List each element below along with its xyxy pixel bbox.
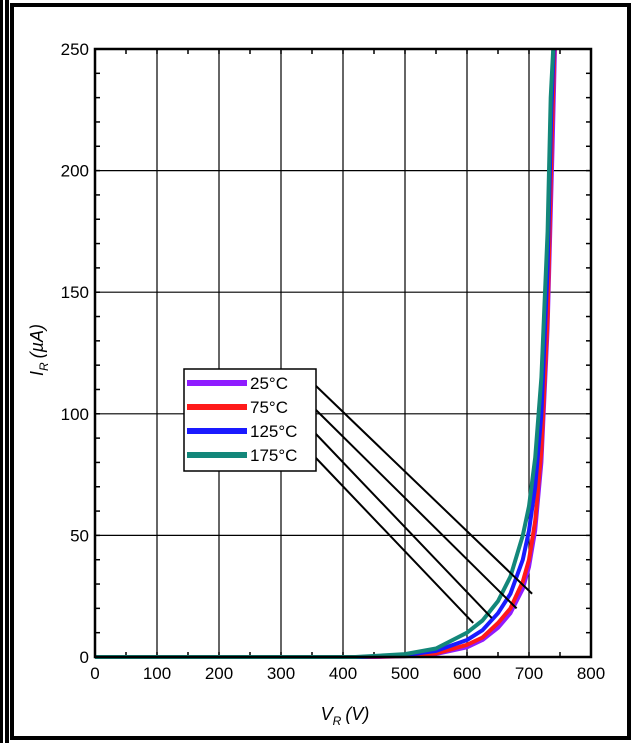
x-tick-label: 600 <box>453 664 481 683</box>
y-axis-title-unit: (µA) <box>27 324 47 358</box>
y-tick-label: 200 <box>61 162 89 181</box>
x-tick-label: 0 <box>90 664 99 683</box>
legend-pointer-layer <box>314 384 533 624</box>
x-axis-title-unit: (V) <box>345 704 369 724</box>
frame-border <box>10 3 631 740</box>
axis-layer <box>93 47 593 659</box>
y-axis-title: IR (µA) <box>27 324 51 376</box>
frame-left-gap <box>3 0 5 743</box>
legend-label: 175°C <box>250 446 297 465</box>
y-tick-label: 0 <box>80 648 89 667</box>
legend-label: 125°C <box>250 422 297 441</box>
series-line <box>95 48 557 659</box>
x-axis-title-sub: R <box>333 714 342 728</box>
x-tick-label: 100 <box>143 664 171 683</box>
legend-pointer-line <box>314 432 493 619</box>
x-tick-label: 200 <box>205 664 233 683</box>
y-axis-title-sub: R <box>37 362 51 371</box>
series-layer <box>95 48 557 659</box>
legend: 25°C 75°C 125°C 175°C <box>183 368 317 472</box>
x-tick-label: 800 <box>577 664 605 683</box>
series-line <box>95 48 557 659</box>
x-tick-label: 700 <box>515 664 543 683</box>
y-axis-title-group: IR (µA) <box>27 324 51 376</box>
y-tick-label: 150 <box>61 283 89 302</box>
x-axis-title-main: V <box>321 704 335 724</box>
tick-label-layer: 0 100 200 300 400 500 600 700 800 0 50 100 150 200 250 <box>61 40 606 683</box>
legend-label: 75°C <box>250 398 288 417</box>
y-tick-label: 100 <box>61 405 89 424</box>
legend-label: 25°C <box>250 374 288 393</box>
x-tick-label: 500 <box>391 664 419 683</box>
x-axis-title: VR (V) <box>321 704 370 728</box>
legend-pointer-line <box>314 384 533 595</box>
x-tick-label: 300 <box>267 664 295 683</box>
plot-frame <box>93 47 593 659</box>
x-tick-label: 400 <box>329 664 357 683</box>
series-line <box>95 48 556 659</box>
y-tick-label: 250 <box>61 40 89 59</box>
legend-pointer-line <box>314 456 474 624</box>
y-axis-title-main: I <box>27 371 47 376</box>
series-line <box>95 48 556 659</box>
grid-layer <box>95 49 591 657</box>
y-tick-label: 50 <box>70 526 89 545</box>
legend-pointer-line <box>314 408 518 610</box>
